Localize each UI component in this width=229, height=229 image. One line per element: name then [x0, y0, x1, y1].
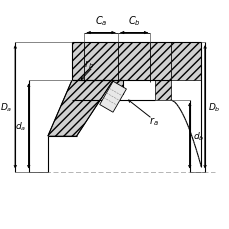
- Polygon shape: [113, 81, 122, 94]
- Text: $r_a$: $r_a$: [148, 115, 158, 128]
- Text: $D_a$: $D_a$: [0, 101, 12, 114]
- Text: $d_b$: $d_b$: [192, 130, 203, 142]
- Text: $r_b$: $r_b$: [84, 57, 94, 70]
- Polygon shape: [99, 82, 126, 113]
- Text: $D_b$: $D_b$: [207, 101, 220, 114]
- Text: $C_a$: $C_a$: [94, 14, 107, 28]
- Text: $d_a$: $d_a$: [15, 120, 26, 133]
- Polygon shape: [71, 43, 170, 81]
- Text: $C_b$: $C_b$: [127, 14, 140, 28]
- Polygon shape: [155, 43, 200, 100]
- Polygon shape: [48, 81, 113, 136]
